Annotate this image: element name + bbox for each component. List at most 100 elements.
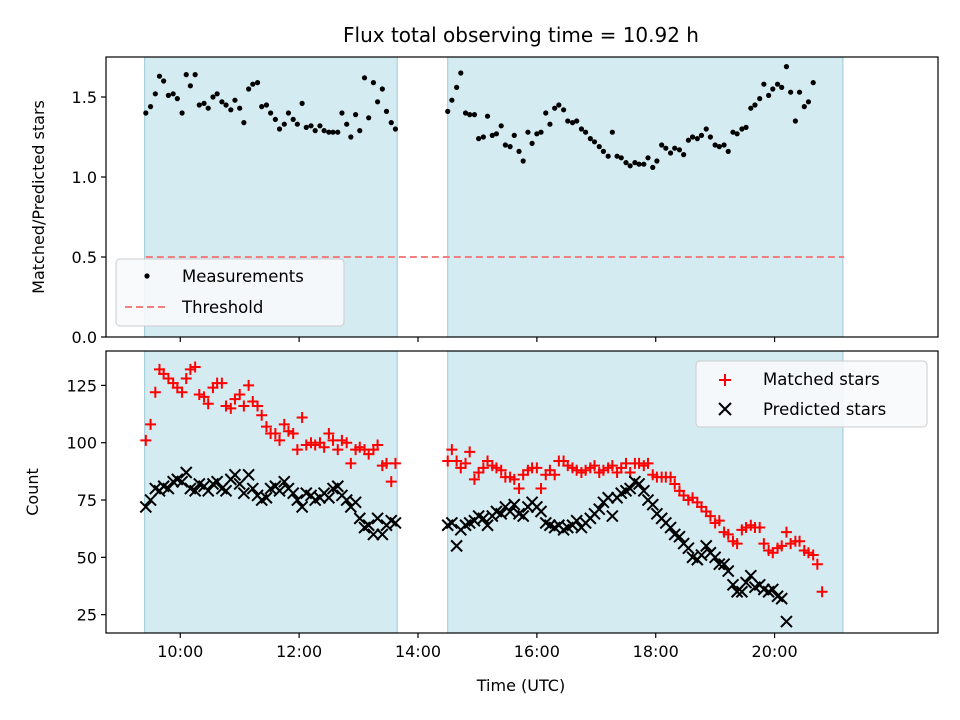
y-tick-label: 25 xyxy=(77,606,97,625)
y-tick-label: 0.5 xyxy=(72,248,97,267)
measurements-point xyxy=(276,126,283,132)
measurements-point xyxy=(366,115,372,121)
measurements-point xyxy=(383,108,390,114)
legend-measurements-label: Measurements xyxy=(182,267,304,286)
measurements-point xyxy=(783,64,790,70)
measurements-point xyxy=(685,137,692,143)
measurements-point xyxy=(627,163,633,169)
measurements-point xyxy=(308,123,314,129)
measurements-point xyxy=(299,100,305,106)
measurements-point xyxy=(632,160,638,166)
y-tick-label: 1.5 xyxy=(72,88,97,107)
measurements-point xyxy=(743,124,749,130)
measurements-point xyxy=(770,86,776,92)
x-axis-label: Time (UTC) xyxy=(476,676,565,695)
predicted-stars-point xyxy=(450,539,463,553)
matched-stars-point xyxy=(323,428,335,440)
measurements-point xyxy=(676,147,683,153)
predicted-stars-point xyxy=(682,541,695,555)
x-tick-label: 14:00 xyxy=(395,642,441,661)
matched-stars-point xyxy=(269,428,281,440)
measurements-point xyxy=(792,118,798,124)
matched-stars-point xyxy=(802,547,814,559)
measurements-point xyxy=(326,129,332,135)
measurements-point xyxy=(458,70,464,76)
measurements-point xyxy=(241,120,247,126)
measurements-point xyxy=(561,107,567,113)
predicted-stars-point xyxy=(228,468,242,482)
predicted-stars-point xyxy=(180,466,193,479)
measurements-point xyxy=(507,144,513,150)
measurements-point xyxy=(228,107,234,113)
matched-stars-point xyxy=(468,473,480,485)
measurements-point xyxy=(330,129,336,135)
matched-stars-point xyxy=(785,538,797,550)
measurements-point xyxy=(659,142,665,148)
matched-stars-point xyxy=(794,535,806,547)
predicted-stars-point xyxy=(735,585,749,598)
matched-stars-point xyxy=(669,478,681,490)
matched-stars-point xyxy=(193,389,205,401)
matched-stars-point xyxy=(309,439,321,451)
measurements-point xyxy=(698,132,705,138)
measurements-point xyxy=(654,158,660,164)
matched-stars-point xyxy=(252,400,264,412)
matched-stars-point xyxy=(508,473,520,485)
matched-stars-point xyxy=(460,457,472,469)
matched-stars-point xyxy=(535,483,547,495)
measurements-point xyxy=(493,131,500,137)
measurements-point xyxy=(556,102,562,108)
measurements-point xyxy=(370,80,377,86)
measurements-point xyxy=(730,129,736,135)
measurements-point xyxy=(805,99,812,105)
x-tick-label: 16:00 xyxy=(514,642,560,661)
matched-stars-point xyxy=(606,460,618,472)
measurements-point xyxy=(489,132,495,138)
matched-stars-point xyxy=(780,526,792,538)
predicted-stars-point xyxy=(739,576,753,589)
measurements-point xyxy=(344,121,350,127)
measurements-point xyxy=(591,139,598,145)
measurements-point xyxy=(250,81,256,87)
measurements-point xyxy=(187,83,193,89)
predicted-stars-point xyxy=(601,491,615,504)
measurements-point xyxy=(721,142,727,148)
measurements-point xyxy=(672,145,678,151)
measurements-point xyxy=(480,134,486,140)
measurements-point xyxy=(761,81,767,87)
measurements-point xyxy=(201,100,207,106)
measurements-point xyxy=(196,102,202,108)
measurements-point xyxy=(582,129,589,135)
measurements-point xyxy=(725,148,731,154)
measurements-point xyxy=(796,89,803,95)
measurements-point xyxy=(534,131,540,137)
measurements-point xyxy=(321,128,327,134)
predicted-stars-point xyxy=(278,475,291,488)
matched-stars-point xyxy=(180,373,192,385)
x-tick-label: 10:00 xyxy=(157,642,203,661)
matched-stars-point xyxy=(713,515,725,527)
measurements-point xyxy=(449,97,455,103)
predicted-stars-point xyxy=(570,514,583,527)
measurements-point xyxy=(210,94,216,100)
matched-stars-point xyxy=(260,421,272,433)
measurements-point xyxy=(232,97,238,103)
matched-stars-point xyxy=(477,462,489,474)
matched-stars-point xyxy=(389,457,401,469)
matched-stars-point xyxy=(287,428,299,440)
matched-stars-point xyxy=(490,462,502,474)
predicted-stars-point xyxy=(295,500,309,514)
matched-stars-point xyxy=(274,434,286,446)
matched-stars-point xyxy=(341,437,353,449)
matched-stars-point xyxy=(354,441,366,453)
predicted-stars-point xyxy=(695,548,708,562)
measurements-point xyxy=(219,99,225,105)
matched-stars-point xyxy=(336,434,348,446)
measurements-point xyxy=(663,145,669,151)
predicted-stars-point xyxy=(389,516,402,530)
measurements-point xyxy=(179,110,185,116)
predicted-stars-point xyxy=(516,509,530,523)
matched-stars-point xyxy=(754,522,766,534)
measurements-point xyxy=(303,124,309,130)
measurements-point xyxy=(716,144,722,150)
